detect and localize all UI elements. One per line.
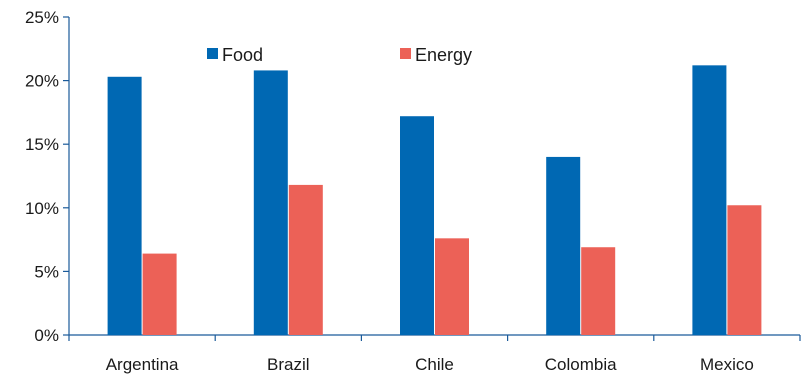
bar-food-chile (400, 116, 434, 335)
bar-energy-argentina (142, 253, 177, 335)
x-tick-label: Chile (415, 355, 454, 374)
y-tick-label: 10% (25, 199, 59, 218)
bar-energy-brazil (288, 184, 323, 335)
y-tick-label: 20% (25, 72, 59, 91)
x-tick-label: Argentina (106, 355, 179, 374)
legend-swatch-food (207, 48, 218, 59)
legend-swatch-energy (400, 48, 411, 59)
bars (107, 65, 762, 335)
bar-energy-mexico (727, 205, 762, 335)
bar-food-mexico (692, 65, 727, 335)
legend-label-food: Food (222, 45, 263, 65)
y-tick-label: 15% (25, 135, 59, 154)
x-tick-label: Mexico (700, 355, 754, 374)
legend-label-energy: Energy (415, 45, 472, 65)
y-tick-label: 25% (25, 8, 59, 27)
x-tick-label: Brazil (267, 355, 310, 374)
bar-energy-chile (435, 238, 469, 335)
bar-food-argentina (107, 76, 142, 335)
y-tick-label: 5% (34, 262, 59, 281)
y-tick-label: 0% (34, 326, 59, 345)
legend: Food Energy (207, 45, 472, 65)
x-axis: Argentina Brazil Chile Colombia Mexico (68, 334, 801, 374)
bar-food-brazil (253, 70, 288, 335)
bar-food-colombia (546, 156, 581, 335)
bar-energy-colombia (581, 247, 616, 335)
y-axis: 0% 5% 10% 15% 20% 25% (25, 8, 70, 345)
x-tick-label: Colombia (545, 355, 617, 374)
